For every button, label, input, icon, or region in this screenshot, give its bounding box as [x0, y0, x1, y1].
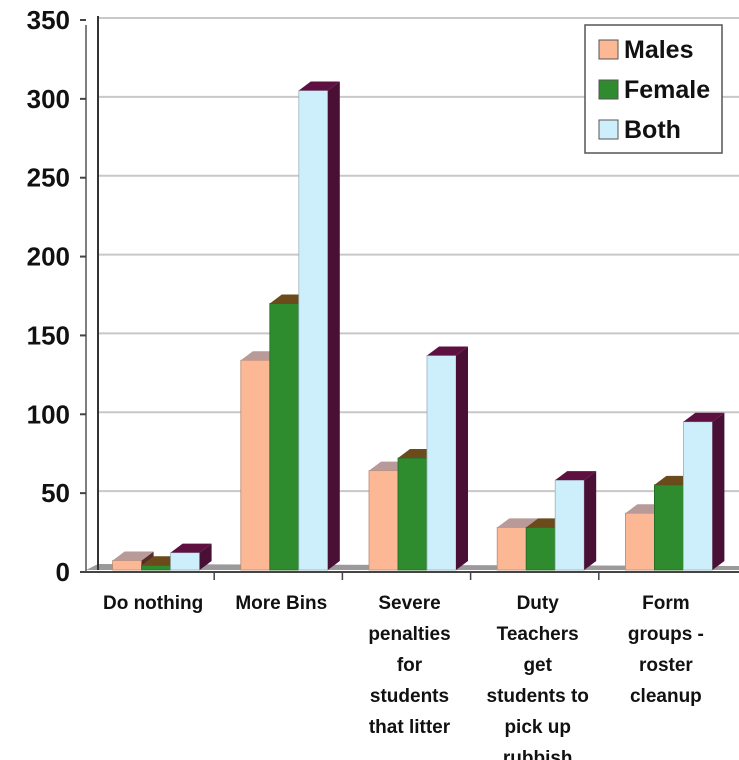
bar-front [496, 527, 527, 571]
y-tick-label: 50 [41, 478, 70, 508]
bar-top [555, 471, 597, 481]
bar-both [170, 543, 212, 571]
bar-top [683, 412, 725, 422]
bar-both [298, 81, 340, 571]
bar-front [554, 479, 585, 571]
bar-top [497, 518, 539, 528]
bar-front [112, 560, 142, 571]
x-category-label: Do nothing [103, 593, 203, 614]
x-category-label: More Bins [235, 593, 327, 614]
axes [85, 16, 739, 573]
bar-front [298, 90, 329, 571]
legend-label: Both [624, 116, 681, 144]
bar-front [240, 359, 271, 571]
bar-front [525, 527, 556, 571]
x-category-label: Severe penalties for students that litter [368, 593, 450, 738]
bar-front [654, 484, 684, 571]
bar-top [112, 551, 154, 561]
bar-both [683, 412, 725, 571]
bar-top [298, 81, 340, 91]
y-tick-label: 300 [27, 84, 70, 114]
bar-side [584, 471, 597, 570]
bars [112, 81, 725, 580]
bar-front [170, 552, 201, 571]
legend-swatch [598, 79, 619, 100]
legend-swatch [598, 119, 619, 140]
bar-front [683, 421, 713, 571]
bar-front [625, 512, 655, 571]
bar-front [368, 470, 399, 571]
legend-label: Males [624, 36, 693, 64]
bar-front [397, 457, 428, 571]
legend-label: Female [624, 76, 710, 104]
bar-side [199, 543, 212, 570]
gridlines [98, 17, 739, 493]
bar-side [327, 81, 340, 570]
category-labels: Do nothing More Bins Severe penalties for stu… [103, 593, 704, 760]
y-tick-label: 200 [27, 242, 70, 272]
y-tick-label: 250 [27, 163, 70, 193]
y-tick-label: 150 [27, 320, 70, 350]
x-category-label: Form groups -roster cleanup [628, 593, 704, 707]
bar-both [426, 346, 468, 571]
x-category-label: Duty Teachers get students to pick up rubbish [487, 593, 589, 760]
bar-front [426, 355, 457, 571]
bar-front [141, 564, 172, 571]
bar-side [456, 346, 468, 570]
bar-front [269, 303, 300, 571]
y-tick-label: 350 [27, 5, 70, 35]
legend: Males Female Both [584, 24, 723, 154]
y-tick-label: 0 [56, 557, 70, 587]
y-tick-label: 100 [27, 399, 70, 429]
legend-swatch [598, 39, 619, 60]
y-axis-ticks: 0 50 100 150 200 250 300 350 [27, 5, 86, 587]
bar-top [170, 543, 212, 553]
bar-top [427, 346, 468, 356]
bar-side [712, 412, 725, 570]
bar-both [554, 471, 597, 571]
